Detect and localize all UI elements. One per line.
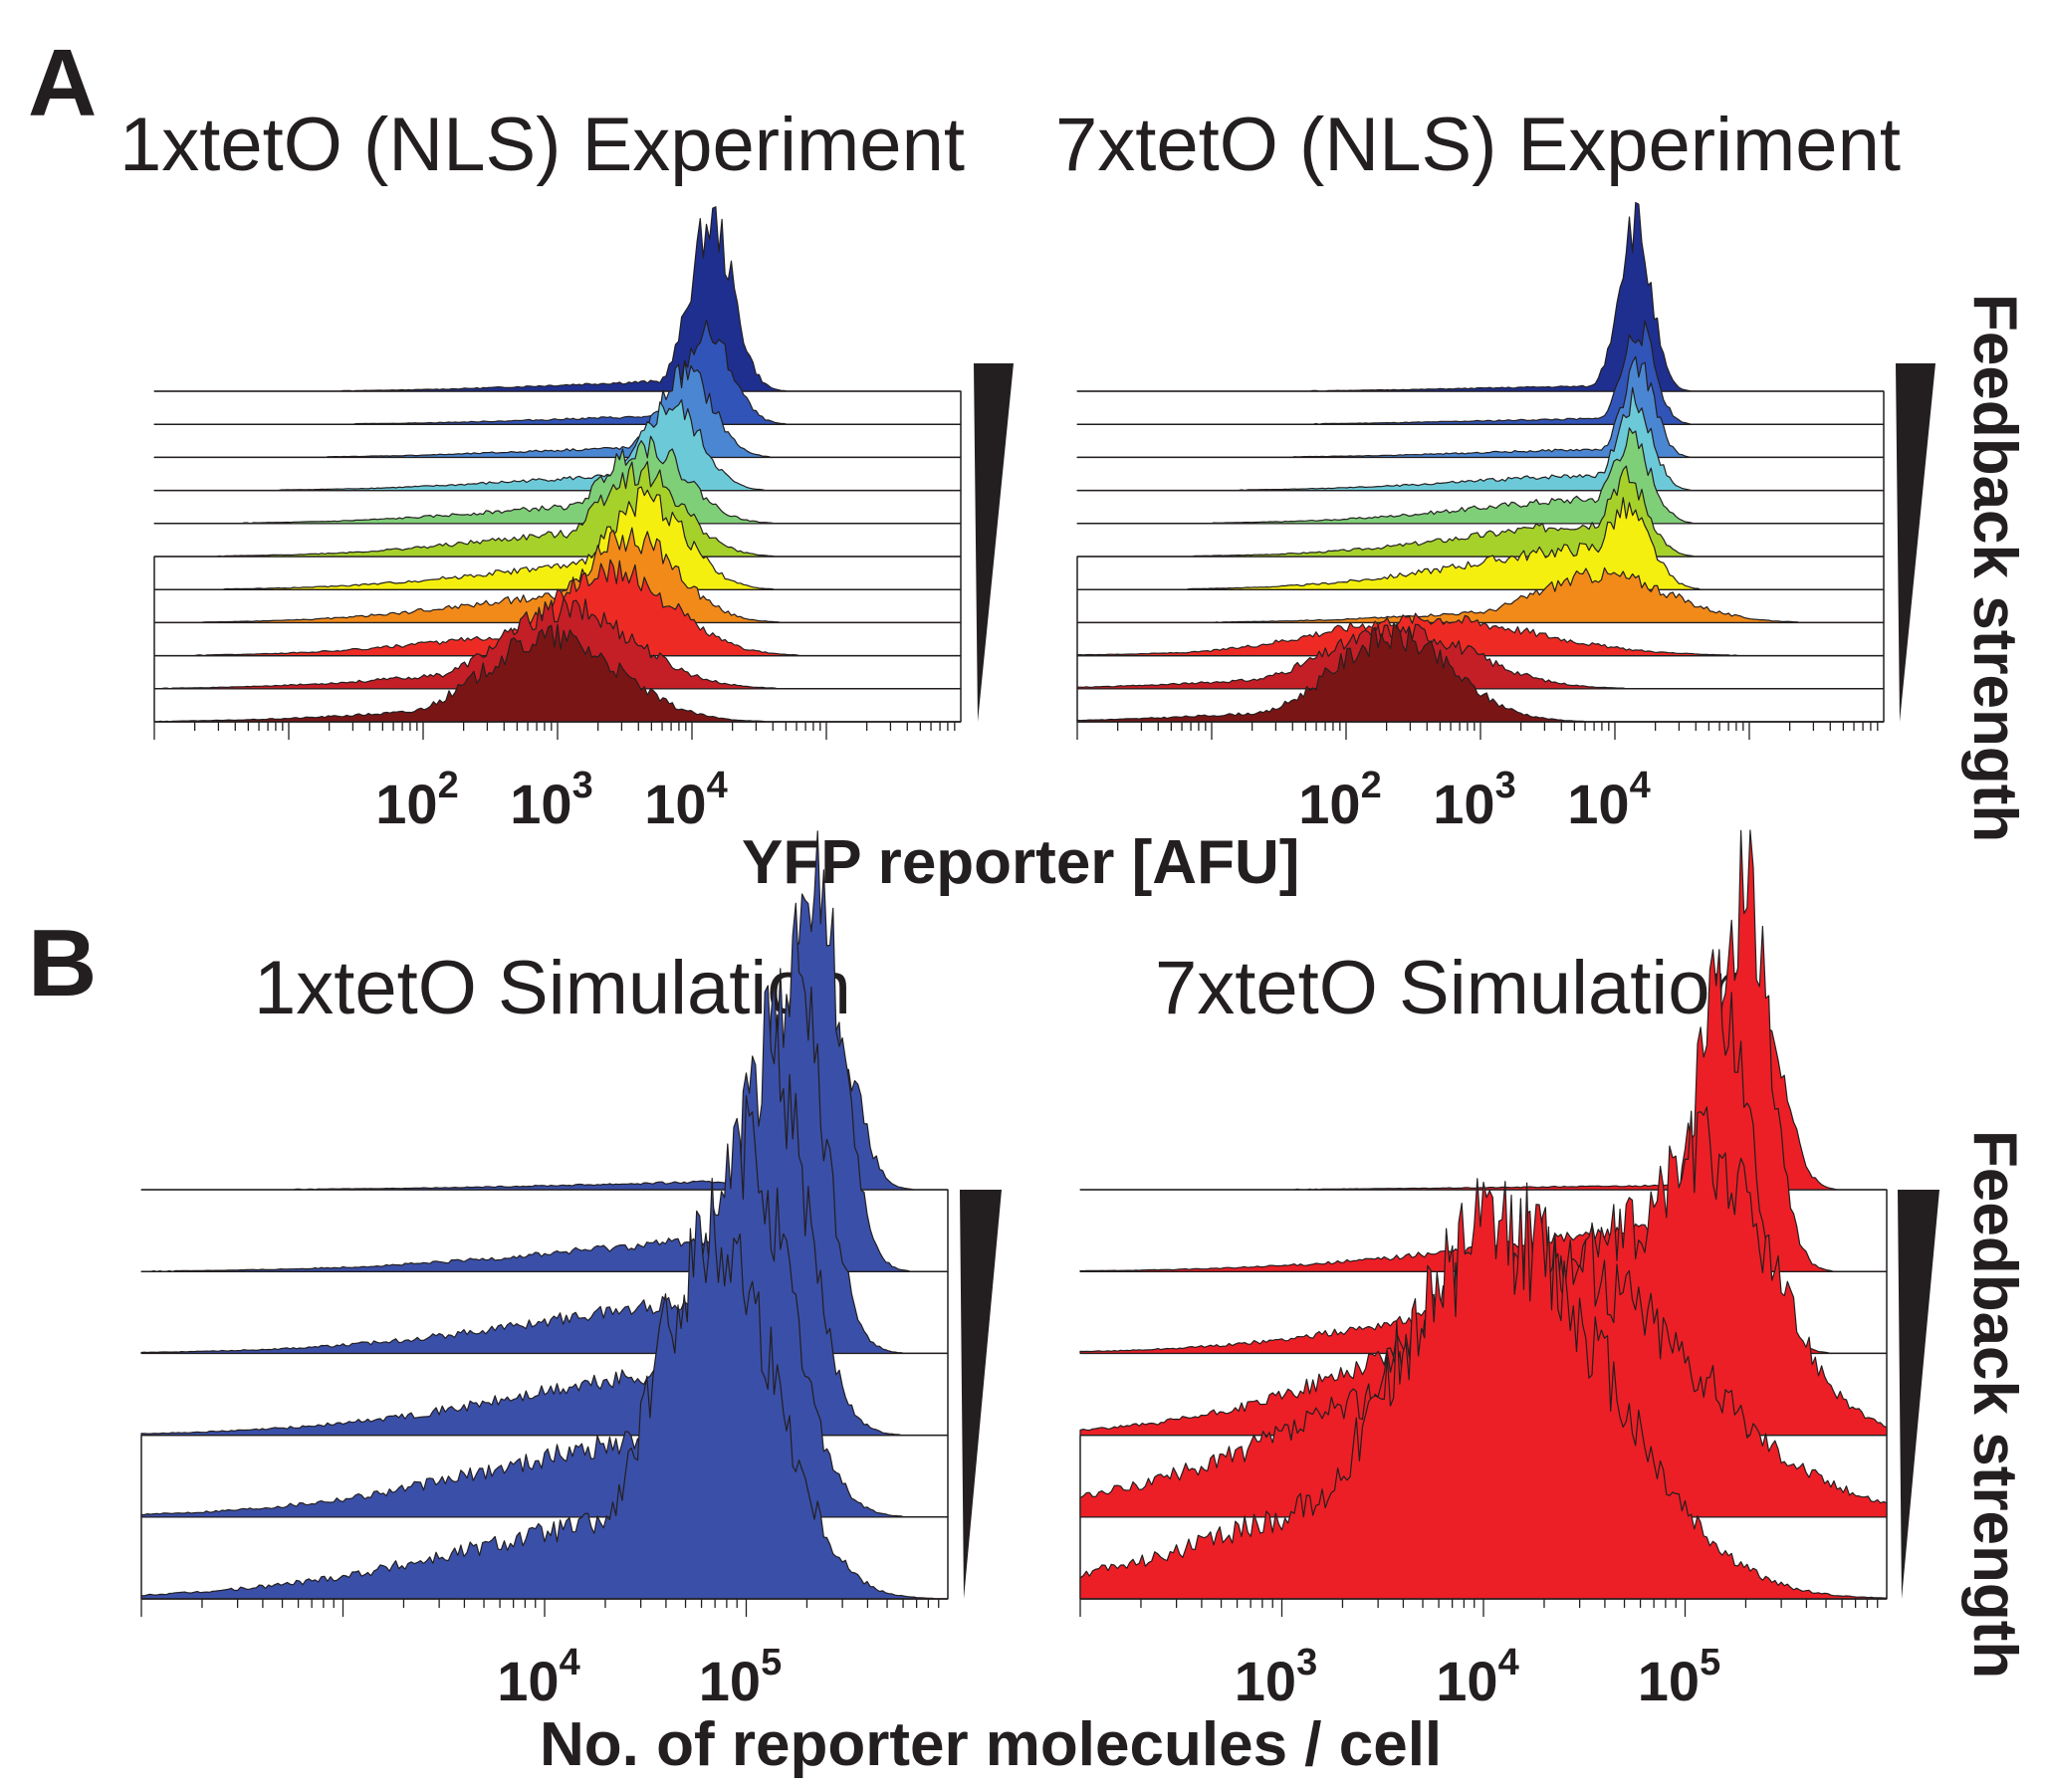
chart-title-a2: 7xtetO (NLS) Experiment: [1055, 103, 1901, 187]
histogram-series-6: [140, 1178, 949, 1600]
chart-a2: 102 103 104: [1076, 201, 1935, 835]
histogram-series-9: [1076, 612, 1885, 657]
histogram-series-9: [153, 559, 962, 657]
histogram-series-5: [153, 435, 962, 525]
x-axis-label-b: No. of reporter molecules / cell: [540, 1710, 1443, 1779]
histogram-series-3: [153, 359, 962, 458]
x-axis-label-a: YFP reporter [AFU]: [742, 828, 1300, 897]
x-tick-label: 103: [1433, 765, 1515, 835]
x-axis-a1: 102 103 104: [153, 721, 961, 835]
histogram-series-7: [1076, 497, 1885, 590]
feedback-wedge: [1898, 1190, 1939, 1599]
histogram-series-4: [1076, 386, 1885, 492]
histogram-series-1: [1076, 201, 1885, 392]
x-tick-label: 102: [375, 765, 458, 835]
chart-b2: 103 104 105: [1079, 829, 1939, 1712]
x-axis-b1: 104 105: [140, 1598, 948, 1712]
x-tick-label: 105: [1638, 1642, 1720, 1712]
feedback-wedge: [1896, 363, 1935, 722]
histogram-series-6: [1076, 465, 1885, 558]
x-tick-label: 104: [1436, 1642, 1518, 1712]
histogram-series-1: [153, 206, 962, 392]
panel-letter-a: A: [28, 30, 98, 136]
histogram-series-3: [1076, 355, 1885, 458]
chart-title-b2: 7xtetO Simulation: [1155, 946, 1752, 1030]
x-tick-label: 104: [644, 765, 727, 835]
x-tick-label: 102: [1298, 765, 1381, 835]
x-tick-label: 104: [497, 1642, 579, 1712]
chart-a1: 102 103 104: [153, 206, 1014, 835]
histogram-series-7: [153, 486, 962, 590]
chart-title-a1: 1xtetO (NLS) Experiment: [119, 103, 965, 187]
x-axis-b2: 103 104 105: [1079, 1598, 1887, 1712]
histogram-series-10: [1076, 623, 1885, 690]
x-axis-a2: 102 103 104: [1076, 721, 1884, 835]
x-tick-label: 105: [699, 1642, 782, 1712]
panel-letter-b: B: [28, 910, 98, 1016]
histogram-series-4: [153, 399, 962, 492]
histogram-series-5: [1076, 427, 1885, 525]
x-tick-label: 103: [510, 765, 592, 835]
feedback-wedge: [974, 363, 1014, 722]
chart-b1: 104 105: [140, 830, 1002, 1712]
histogram-series-11: [153, 623, 962, 723]
chart-title-b1: 1xtetO Simulation: [254, 946, 851, 1030]
histogram-series-8: [1076, 566, 1885, 623]
histogram-series-6: [153, 461, 962, 558]
feedback-wedge: [960, 1190, 1002, 1599]
histogram-series-2: [1076, 320, 1885, 425]
histogram-series-6: [1079, 1178, 1888, 1600]
x-tick-label: 104: [1567, 765, 1650, 835]
x-tick-label: 103: [1235, 1642, 1317, 1712]
histogram-series-2: [153, 320, 962, 425]
